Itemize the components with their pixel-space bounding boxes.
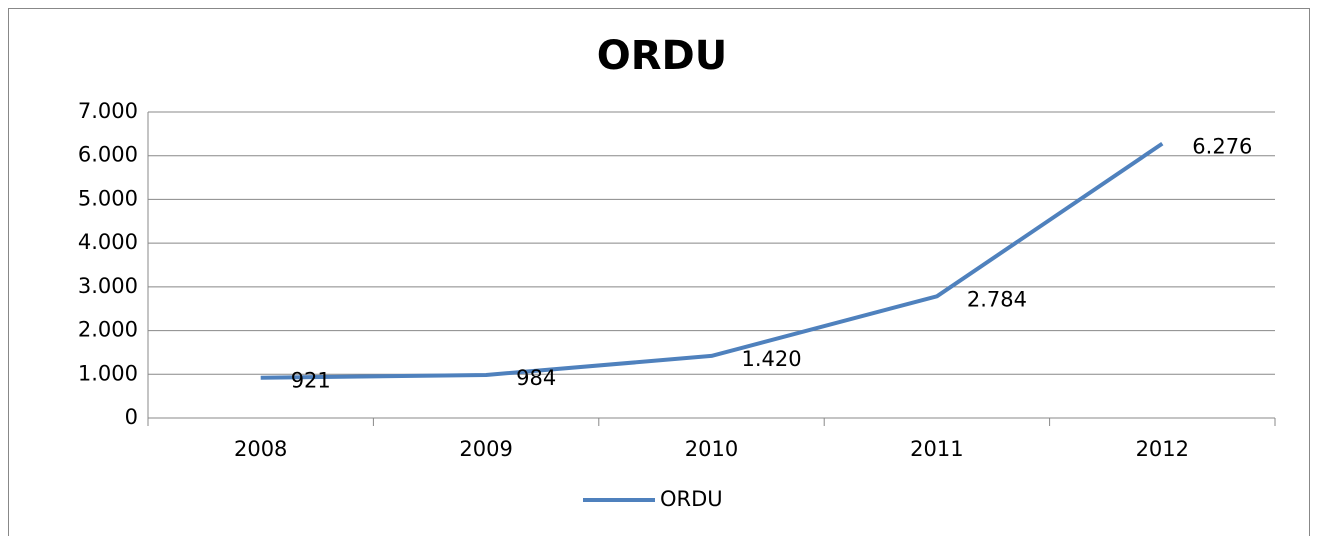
chart-frame [8, 8, 1310, 536]
x-tick-label: 2011 [910, 437, 963, 461]
data-label: 2.784 [967, 287, 1027, 311]
x-tick-label: 2012 [1136, 437, 1189, 461]
x-tick-label: 2010 [685, 437, 738, 461]
y-tick-label: 6.000 [78, 143, 138, 167]
data-label: 6.276 [1192, 135, 1252, 159]
data-line [260, 141, 1164, 380]
y-tick-label: 2.000 [78, 318, 138, 342]
x-tick-label: 2008 [234, 437, 287, 461]
y-tick-label: 7.000 [78, 99, 138, 123]
y-tick-label: 3.000 [78, 274, 138, 298]
y-tick-label: 5.000 [78, 186, 138, 210]
y-tick-label: 4.000 [78, 230, 138, 254]
chart-title: ORDU [597, 33, 728, 79]
legend-label: ORDU [660, 487, 723, 511]
data-label: 984 [516, 366, 556, 390]
y-tick-label: 1.000 [78, 361, 138, 385]
data-label: 1.420 [742, 347, 802, 371]
y-tick-label: 0 [125, 405, 138, 429]
x-tick-label: 2009 [459, 437, 512, 461]
data-label: 921 [291, 369, 331, 393]
